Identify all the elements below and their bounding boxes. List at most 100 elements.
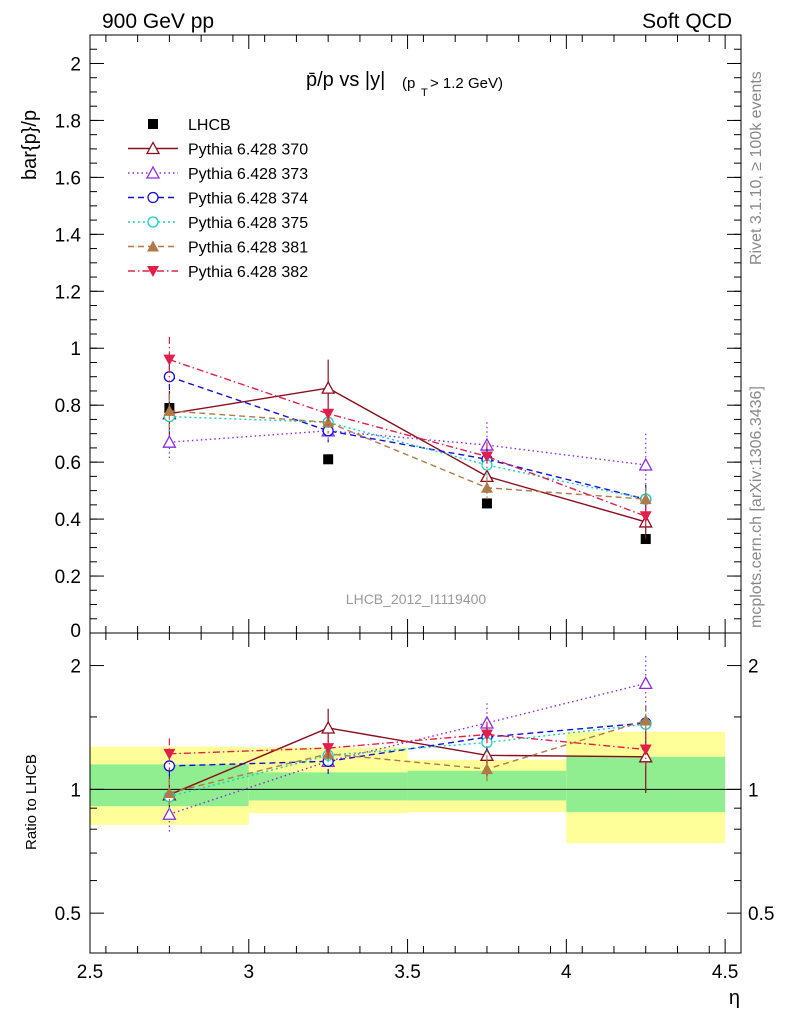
legend-marker [145,141,161,155]
main-series-line [169,387,646,523]
main-series-line [169,410,646,500]
ratio-series-line [169,733,646,755]
main-title-sub: (p [402,75,415,92]
ratio-data-point [638,676,653,690]
legend-entry: Pythia 6.428 382 [128,264,308,281]
ratio-y-axis-label: Ratio to LHCB [23,754,40,850]
main-series-line [169,376,646,500]
legend-marker [148,119,158,129]
x-tick-label: 2.5 [77,962,103,983]
main-series-6 [163,336,652,528]
main-title-sub-index: T [421,87,428,99]
ratio-data-point [163,760,176,772]
legend-label: Pythia 6.428 374 [188,191,308,208]
ratio-data-point [639,714,652,726]
ratio-data-point [480,763,493,775]
main-data-point [480,451,493,463]
main-series-3 [163,353,652,514]
main-series-line [169,415,646,500]
main-watermark: LHCB_2012_I1119400 [346,591,487,607]
ratio-band-green [248,772,408,801]
side-text-top: Rivet 3.1.10, ≥ 100k events [748,71,765,265]
main-y-tick-label: 1 [70,339,81,360]
main-data-point [323,454,334,465]
x-tick-label: 3 [243,962,254,983]
main-y-tick-label: 1.6 [55,168,81,189]
main-panel: 0.2 0.4 0.6 0.8 1 1.2 1.4 1.6 1.8 2 0 bar{p}/p LHC… [19,34,742,642]
main-axes: 0.2 0.4 0.6 0.8 1 1.2 1.4 1.6 1.8 2 0 [55,34,742,642]
main-series-0 [164,402,651,545]
header-left-label: 900 GeV pp [102,10,214,33]
legend-marker [147,240,159,252]
ratio-data-point [322,743,335,755]
main-title-text: p̄/p vs |y| [306,69,385,91]
main-y-tick-label: 1.8 [55,111,81,132]
main-series-line [169,358,646,517]
ratio-y-tick-label: 0.5 [55,904,81,925]
ratio-y-tick-label: 2 [70,657,81,678]
main-data-point [639,511,652,523]
main-title-sub-tail: > 1.2 GeV) [430,75,503,92]
legend-entry: LHCB [148,117,231,134]
main-data-point [321,380,336,394]
legend-label: Pythia 6.428 370 [188,142,308,159]
ratio-data-point [163,748,176,760]
main-title: p̄/p vs |y| (p T > 1.2 GeV) [306,69,503,99]
legend-entry: Pythia 6.428 373 [128,165,308,183]
main-data-point [638,457,653,471]
main-data-point [163,354,176,366]
ratio-series-line [169,719,646,794]
legend-marker [147,266,159,277]
header-right-label: Soft QCD [642,10,732,33]
x-axis-label: η [729,987,740,1009]
main-y-tick-label: 2 [70,54,81,75]
main-data-point [481,498,492,509]
main-y-tick-label: 0.2 [55,567,81,588]
legend: LHCB Pythia 6.428 370 Pythia 6.428 373 Pyth… [128,117,308,281]
ratio-y-tick-label-right: 2 [748,657,759,678]
main-y-tick-label: 0.8 [55,396,81,417]
ratio-data-point [163,786,176,798]
legend-marker [145,165,161,179]
main-data-point [639,493,652,505]
legend-label: Pythia 6.428 375 [188,215,308,232]
legend-entry: Pythia 6.428 375 [128,215,308,232]
main-y-tick-label: 1.4 [55,225,82,246]
ratio-y-tick-label-right: 1 [748,780,759,801]
ratio-axes: 2.5 3 3.5 4 4.5 0.5 0.5 1 1 2 2 [55,626,774,983]
ratio-data-point [639,744,652,756]
main-data-point [162,434,177,448]
main-series-line [169,430,646,466]
legend-marker [147,191,159,204]
side-text-bottom: mcplots.cern.ch [arXiv:1306.3436] [748,386,765,628]
main-y-axis-label: bar{p}/p [19,110,41,180]
legend-entry: Pythia 6.428 374 [128,191,308,208]
legend-label: Pythia 6.428 373 [188,166,308,183]
main-series-1 [162,359,653,540]
main-data-point [322,408,335,420]
x-tick-label: 4.5 [712,962,738,983]
legend-entry: Pythia 6.428 381 [128,240,308,257]
legend-label: Pythia 6.428 382 [188,264,308,281]
main-data-point [163,404,176,416]
ratio-data-point [480,729,493,741]
ratio-data-point [162,806,177,820]
x-tick-label: 3.5 [394,962,420,983]
legend-label: Pythia 6.428 381 [188,240,308,257]
ratio-series [162,655,653,832]
ratio-data-point [321,720,336,734]
legend-marker [147,216,159,228]
ratio-panel: 2.5 3 3.5 4 4.5 0.5 0.5 1 1 2 2 Ratio to LHCB η [23,626,774,1009]
main-series [162,336,653,545]
ratio-data-point [638,749,653,763]
main-y-tick-label: 0.6 [55,453,81,474]
x-tick-label: 4 [561,962,572,983]
main-y-edge-label: 0 [70,621,81,642]
main-y-tick-label: 1.2 [55,282,81,303]
main-data-point [480,481,493,493]
main-data-point [322,416,335,428]
ratio-y-tick-label: 1 [70,780,81,801]
legend-label: LHCB [188,117,231,134]
main-y-tick-label: 0.4 [55,510,82,531]
